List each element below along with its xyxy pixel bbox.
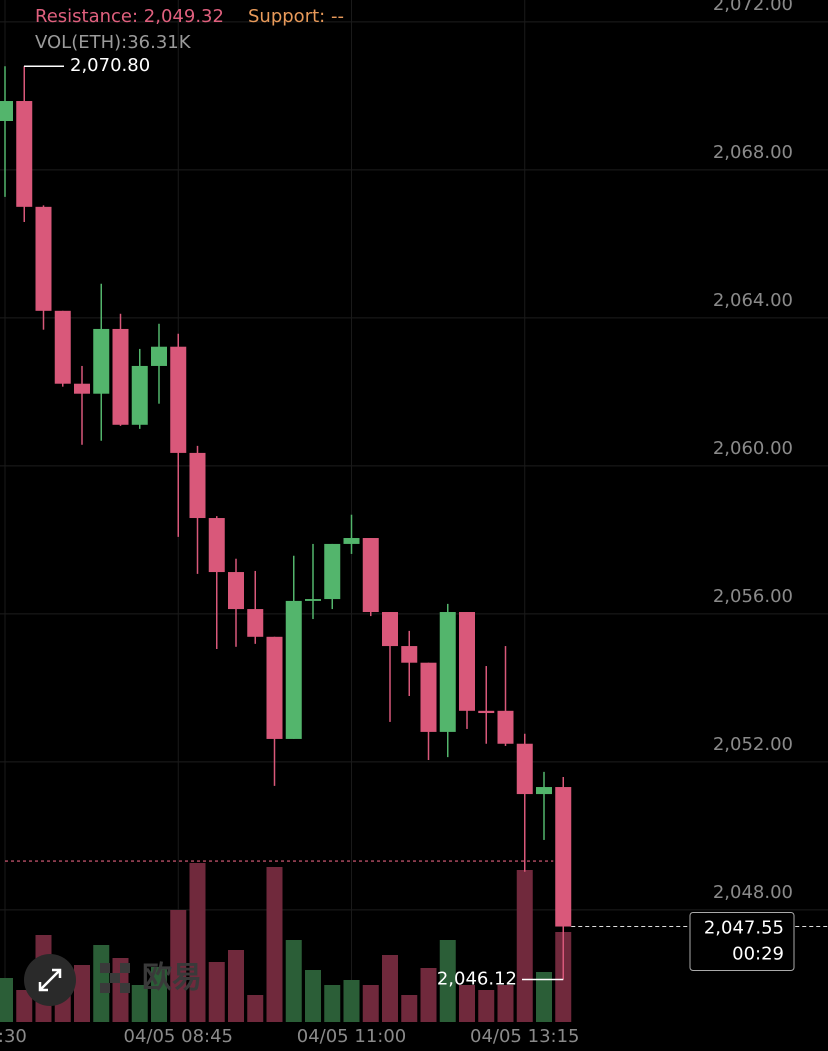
- low-marker-label: 2,046.12: [437, 968, 517, 989]
- volume-bar: [305, 970, 321, 1022]
- candle-body: [324, 543, 341, 600]
- x-tick-label: 06:30: [0, 1026, 27, 1047]
- candle-body: [401, 646, 418, 663]
- volume-bar: [285, 940, 302, 1022]
- y-tick-label: 2,064.00: [713, 290, 793, 311]
- candle-body: [0, 101, 13, 121]
- volume-bar: [382, 955, 398, 1022]
- volume-label: VOL(ETH):36.31K: [35, 32, 192, 53]
- volume-bar: [343, 980, 360, 1022]
- candle-body: [16, 101, 33, 207]
- candle-body: [555, 787, 572, 927]
- logo-square: [110, 973, 120, 983]
- high-marker-label: 2,070.80: [70, 55, 150, 76]
- volume-bar: [420, 968, 437, 1022]
- candle-body: [93, 328, 110, 394]
- candle-body: [112, 328, 129, 425]
- candle-body: [285, 600, 302, 739]
- countdown-label: 00:29: [732, 944, 784, 965]
- volume-bar: [362, 985, 379, 1022]
- volume-bar: [0, 978, 13, 1022]
- volume-bar: [16, 990, 33, 1022]
- last-price-label: 2,047.55: [704, 918, 784, 939]
- logo-square: [100, 983, 110, 993]
- overlay-layer: 2,070.80 2,046.12 2,047.55 00:29: [5, 55, 828, 989]
- logo-square: [120, 983, 130, 993]
- volume-bar: [497, 985, 514, 1022]
- candle-body: [459, 612, 475, 711]
- candle-body: [382, 612, 398, 647]
- expand-icon[interactable]: [38, 968, 62, 992]
- candle-body: [536, 787, 552, 795]
- volume-bar: [170, 910, 187, 1022]
- candle-body: [208, 518, 225, 573]
- candle-body: [151, 346, 167, 366]
- logo-square: [100, 963, 110, 973]
- candle-body: [420, 662, 437, 732]
- y-tick-label: 2,060.00: [713, 438, 793, 459]
- logo-square: [120, 963, 130, 973]
- y-tick-label: 2,052.00: [713, 734, 793, 755]
- volume-bar: [208, 962, 225, 1022]
- volume-bar: [401, 995, 418, 1022]
- volume-bar: [74, 965, 90, 1022]
- volume-bar: [536, 972, 552, 1022]
- volume-bar: [324, 985, 341, 1022]
- candle-body: [54, 310, 71, 384]
- resistance-label: Resistance: 2,049.32: [35, 6, 224, 27]
- volume-bar: [459, 985, 475, 1022]
- volume-bar: [266, 867, 283, 1022]
- candle-body: [266, 636, 283, 739]
- last-price-box: [689, 912, 795, 972]
- candle-layer: [0, 66, 572, 980]
- y-tick-label: 2,048.00: [713, 882, 793, 903]
- candle-body: [131, 365, 148, 425]
- volume-bar: [247, 995, 264, 1022]
- watermark-logo: [100, 963, 130, 993]
- volume-bar: [131, 985, 148, 1022]
- volume-bar: [439, 940, 456, 1022]
- candle-body: [189, 452, 206, 519]
- volume-bar: [189, 863, 206, 1022]
- candle-body: [439, 612, 456, 732]
- candle-body: [35, 206, 52, 311]
- candle-body: [305, 599, 321, 601]
- watermark: 欧易: [142, 961, 202, 996]
- expand-button[interactable]: [24, 954, 76, 1006]
- x-tick-label: 04/05 08:45: [124, 1026, 233, 1047]
- volume-bar: [516, 870, 533, 1022]
- volume-bar: [228, 950, 244, 1022]
- volume-bar: [478, 990, 495, 1022]
- support-label: Support: --: [248, 6, 344, 27]
- candle-body: [497, 710, 514, 744]
- candle-body: [343, 538, 360, 544]
- y-tick-label: 2,056.00: [713, 586, 793, 607]
- candle-body: [74, 383, 90, 394]
- candle-body: [478, 710, 495, 714]
- candle-body: [228, 572, 244, 610]
- volume-bar: [151, 967, 167, 1022]
- candle-body: [170, 346, 187, 453]
- candle-body: [362, 538, 379, 613]
- y-tick-label: 2,072.00: [713, 0, 793, 15]
- candle-body: [516, 743, 533, 795]
- candle-body: [247, 609, 264, 637]
- y-tick-label: 2,068.00: [713, 142, 793, 163]
- x-tick-label: 04/05 13:15: [470, 1026, 579, 1047]
- x-tick-label: 04/05 11:00: [297, 1026, 406, 1047]
